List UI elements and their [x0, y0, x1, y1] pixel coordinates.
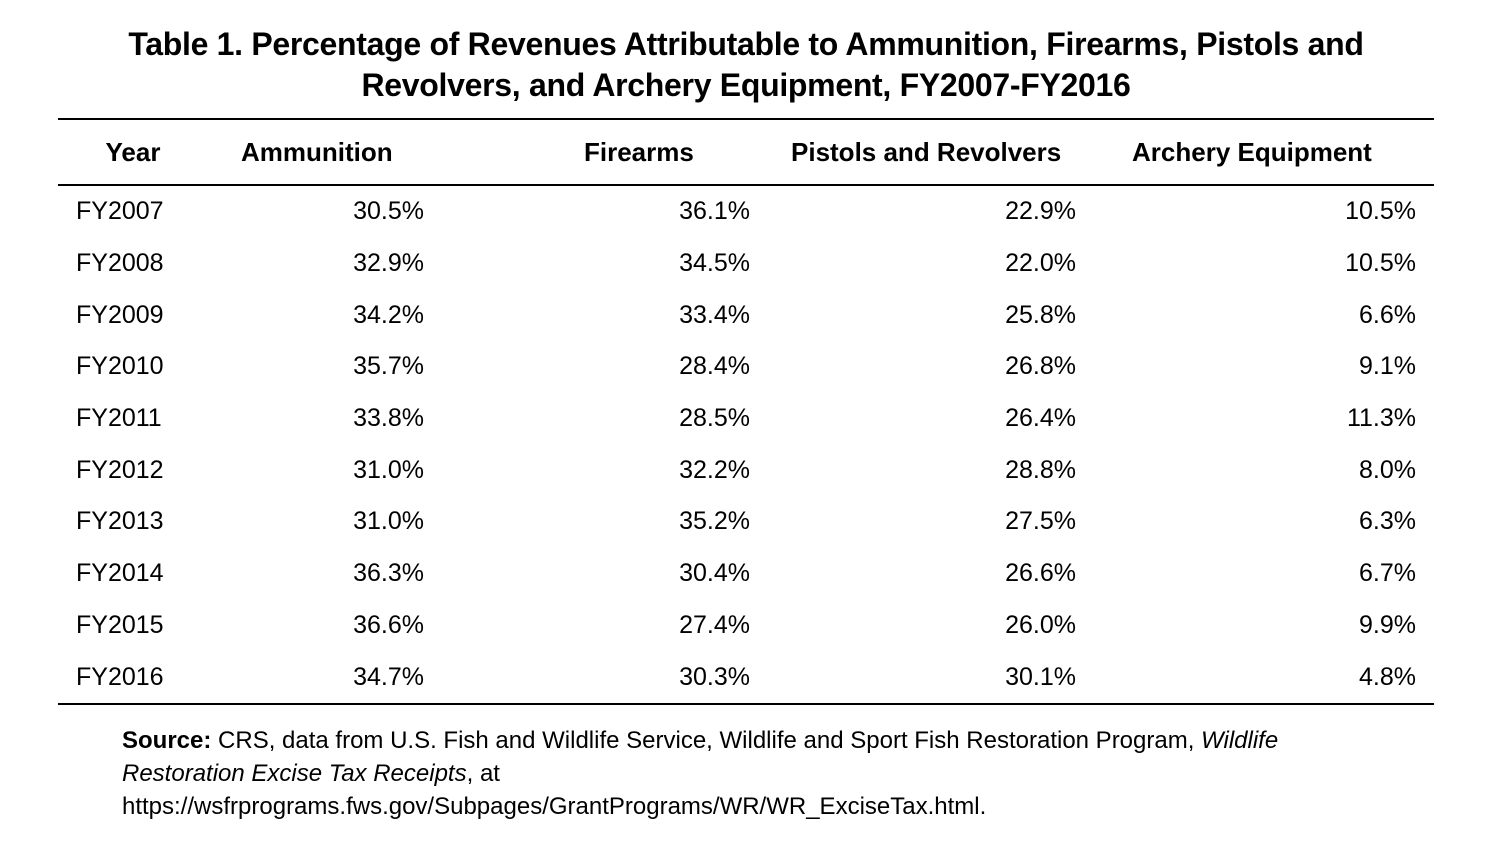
year-cell: FY2014 — [76, 559, 164, 588]
column-header-ammunition: Ammunition — [241, 136, 393, 167]
pistols-cell: 26.0% — [1005, 610, 1076, 639]
data-table-container: Year Ammunition Firearms Pistols and Rev… — [58, 118, 1434, 705]
year-cell: FY2015 — [76, 610, 164, 639]
ammunition-cell: 33.8% — [353, 404, 424, 433]
table-body: FY2007 30.5% 36.1% 22.9% 10.5% FY2008 32… — [58, 185, 1434, 704]
archery-cell: 6.3% — [1359, 507, 1416, 536]
table-header-row: Year Ammunition Firearms Pistols and Rev… — [58, 119, 1434, 185]
ammunition-cell: 30.5% — [353, 197, 424, 226]
source-note: Source: CRS, data from U.S. Fish and Wil… — [122, 724, 1392, 823]
pistols-cell: 25.8% — [1005, 300, 1076, 329]
firearms-cell: 34.5% — [679, 249, 750, 278]
column-header-pistols-and-revolvers: Pistols and Revolvers — [791, 136, 1062, 167]
ammunition-cell: 36.6% — [353, 610, 424, 639]
source-label: Source: — [122, 727, 212, 754]
ammunition-cell: 31.0% — [353, 507, 424, 536]
firearms-cell: 30.3% — [679, 662, 750, 691]
pistols-cell: 26.6% — [1005, 559, 1076, 588]
archery-cell: 6.6% — [1359, 300, 1416, 329]
year-cell: FY2010 — [76, 352, 164, 381]
source-text: CRS, data from U.S. Fish and Wildlife Se… — [211, 727, 1202, 754]
table-row: FY2016 34.7% 30.3% 30.1% 4.8% — [58, 651, 1434, 704]
column-header-archery-equipment: Archery Equipment — [1132, 136, 1372, 167]
year-cell: FY2012 — [76, 455, 164, 484]
archery-cell: 9.9% — [1359, 610, 1416, 639]
table-row: FY2007 30.5% 36.1% 22.9% 10.5% — [58, 185, 1434, 238]
table-title: Table 1. Percentage of Revenues Attribut… — [58, 24, 1434, 106]
table-row: FY2008 32.9% 34.5% 22.0% 10.5% — [58, 238, 1434, 290]
table-title-line-2: Revolvers, and Archery Equipment, FY2007… — [361, 67, 1131, 103]
ammunition-cell: 36.3% — [353, 559, 424, 588]
archery-cell: 10.5% — [1345, 197, 1416, 226]
table-row: FY2014 36.3% 30.4% 26.6% 6.7% — [58, 548, 1434, 600]
column-header-firearms: Firearms — [584, 136, 694, 167]
pistols-cell: 28.8% — [1005, 455, 1076, 484]
year-cell: FY2011 — [76, 404, 162, 433]
ammunition-cell: 31.0% — [353, 455, 424, 484]
firearms-cell: 33.4% — [679, 300, 750, 329]
archery-cell: 11.3% — [1346, 404, 1416, 433]
pistols-cell: 26.4% — [1005, 404, 1076, 433]
archery-cell: 10.5% — [1345, 249, 1416, 278]
source-publication-title: Wildlife Restoration Excise Tax Receipts — [122, 727, 1279, 787]
ammunition-cell: 34.7% — [353, 662, 424, 691]
year-cell: FY2013 — [76, 507, 164, 536]
firearms-cell: 28.5% — [679, 404, 750, 433]
table-row: FY2015 36.6% 27.4% 26.0% 9.9% — [58, 600, 1434, 652]
year-cell: FY2008 — [76, 249, 164, 278]
archery-cell: 6.7% — [1359, 559, 1416, 588]
table-row: FY2012 31.0% 32.2% 28.8% 8.0% — [58, 444, 1434, 496]
column-header-year: Year — [105, 136, 161, 167]
ammunition-cell: 35.7% — [353, 352, 424, 381]
year-cell: FY2007 — [76, 197, 164, 226]
revenue-percentage-table: Year Ammunition Firearms Pistols and Rev… — [58, 118, 1434, 705]
archery-cell: 9.1% — [1359, 352, 1416, 381]
table-title-line-1: Table 1. Percentage of Revenues Attribut… — [128, 26, 1364, 62]
ammunition-cell: 34.2% — [353, 300, 424, 329]
archery-cell: 8.0% — [1359, 455, 1416, 484]
year-cell: FY2009 — [76, 300, 164, 329]
table-row: FY2010 35.7% 28.4% 26.8% 9.1% — [58, 341, 1434, 393]
source-text-at: , at — [466, 760, 500, 787]
firearms-cell: 35.2% — [679, 507, 750, 536]
pistols-cell: 22.0% — [1005, 249, 1076, 278]
archery-cell: 4.8% — [1359, 662, 1416, 691]
table-row: FY2013 31.0% 35.2% 27.5% 6.3% — [58, 496, 1434, 548]
pistols-cell: 26.8% — [1005, 352, 1076, 381]
firearms-cell: 36.1% — [679, 197, 750, 226]
firearms-cell: 32.2% — [679, 455, 750, 484]
table-row: FY2009 34.2% 33.4% 25.8% 6.6% — [58, 289, 1434, 341]
pistols-cell: 30.1% — [1005, 662, 1076, 691]
pistols-cell: 22.9% — [1005, 197, 1076, 226]
ammunition-cell: 32.9% — [353, 249, 424, 278]
year-cell: FY2016 — [76, 662, 164, 691]
firearms-cell: 27.4% — [679, 610, 750, 639]
table-row: FY2011 33.8% 28.5% 26.4% 11.3% — [58, 393, 1434, 445]
source-url: https://wsfrprograms.fws.gov/Subpages/Gr… — [122, 793, 987, 820]
firearms-cell: 28.4% — [679, 352, 750, 381]
pistols-cell: 27.5% — [1005, 507, 1076, 536]
firearms-cell: 30.4% — [679, 559, 750, 588]
